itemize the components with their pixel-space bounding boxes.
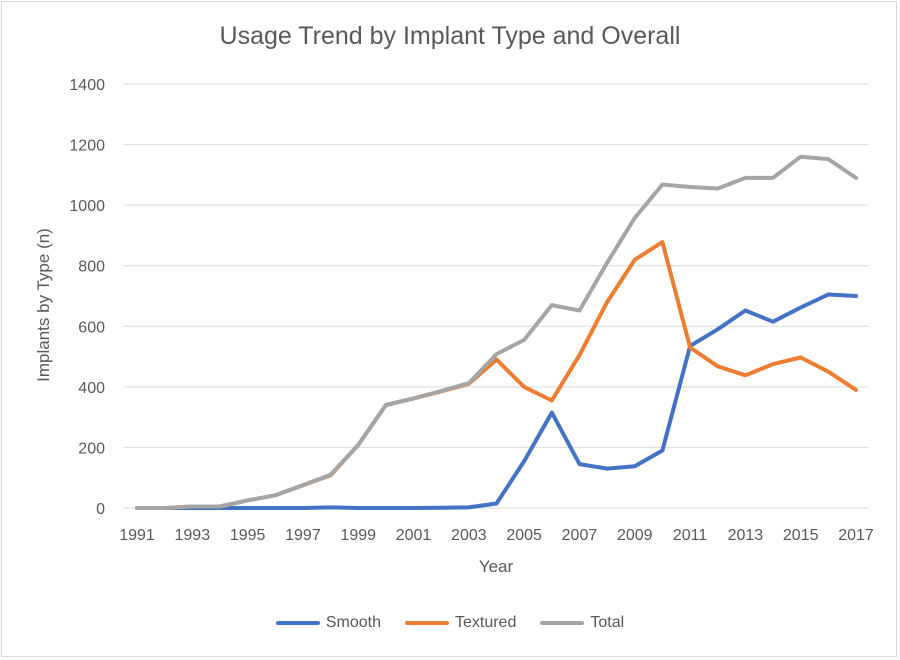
x-tick-label-2013: 2013 — [728, 527, 764, 544]
legend-item-smooth: Smooth — [275, 614, 381, 632]
legend-label-total: Total — [590, 614, 625, 631]
x-tick-label-2007: 2007 — [562, 527, 598, 544]
x-tick-label-1991: 1991 — [119, 527, 155, 544]
chart-title: Usage Trend by Implant Type and Overall — [219, 22, 681, 50]
y-tick-label-1400: 1400 — [69, 77, 105, 94]
x-tick-label-1993: 1993 — [175, 527, 211, 544]
series-line-total — [135, 154, 858, 510]
x-tick-label-1995: 1995 — [230, 527, 266, 544]
series-line-textured — [135, 240, 858, 510]
x-tick-label-2005: 2005 — [506, 527, 542, 544]
x-axis-label: Year — [478, 557, 514, 576]
y-tick-label-600: 600 — [78, 319, 105, 336]
legend-item-total: Total — [540, 614, 624, 632]
legend-label-textured: Textured — [454, 614, 517, 631]
x-tick-label-1997: 1997 — [285, 527, 321, 544]
legend-swatch-smooth — [275, 621, 320, 625]
legend-swatch-total — [540, 621, 585, 625]
y-tick-label-1000: 1000 — [69, 198, 105, 215]
y-tick-label-0: 0 — [96, 501, 105, 518]
x-tick-label-2015: 2015 — [783, 527, 819, 544]
y-tick-label-1200: 1200 — [69, 138, 105, 155]
x-tick-label-1999: 1999 — [340, 527, 376, 544]
x-tick-label-2011: 2011 — [673, 527, 708, 544]
legend-item-textured: Textured — [404, 614, 517, 632]
legend-swatch-textured — [404, 621, 449, 625]
legend: Smooth Textured Total — [0, 614, 900, 632]
legend-label-smooth: Smooth — [325, 614, 381, 631]
x-tick-label-2009: 2009 — [617, 527, 653, 544]
series-line-smooth — [135, 292, 858, 510]
x-tick-label-2017: 2017 — [838, 527, 874, 544]
y-tick-label-800: 800 — [78, 259, 105, 276]
x-tick-label-2001: 2001 — [396, 527, 432, 544]
x-tick-label-2003: 2003 — [451, 527, 487, 544]
y-tick-label-400: 400 — [78, 380, 105, 397]
y-tick-label-200: 200 — [78, 440, 105, 457]
